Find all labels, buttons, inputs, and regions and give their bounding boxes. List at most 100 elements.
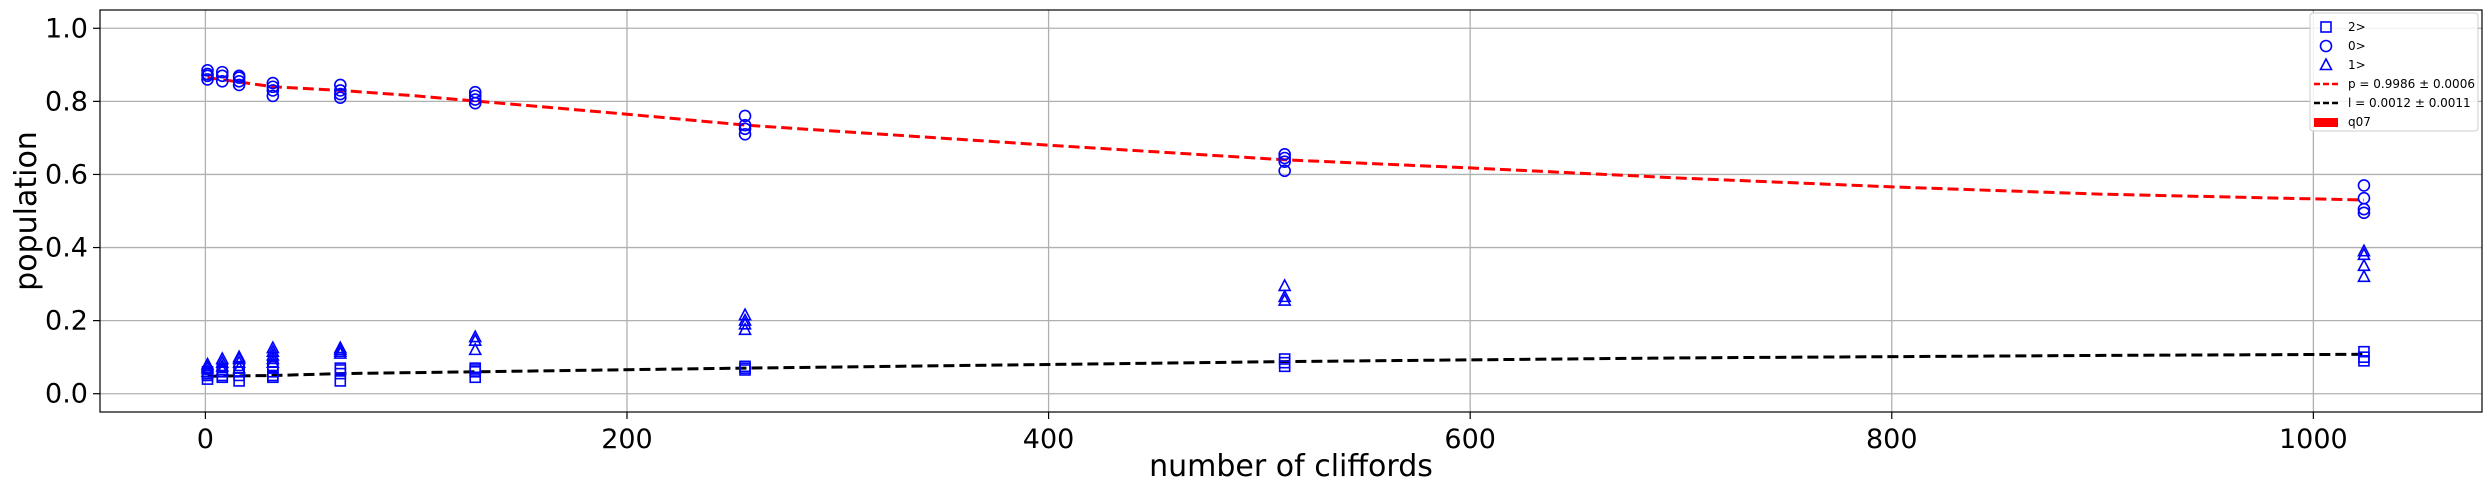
data-point-circle xyxy=(215,74,229,88)
data-point-circle xyxy=(738,109,752,123)
data-point-triangle xyxy=(333,340,348,354)
data-point-triangle xyxy=(468,342,483,356)
legend: 2> 0> 1> p = 0.9986 ± 0.0006 l = 0.0012 ± 0.… xyxy=(2309,12,2479,132)
legend-label: q07 xyxy=(2348,115,2371,129)
x-tick-label: 800 xyxy=(1866,424,1918,455)
plot-frame xyxy=(99,9,2483,413)
data-point-circle xyxy=(266,76,280,90)
y-axis-label: population xyxy=(9,131,44,291)
data-point-triangle xyxy=(215,351,230,365)
legend-box xyxy=(2309,12,2479,132)
data-point-circle xyxy=(468,89,482,103)
data-point-circle xyxy=(334,78,347,92)
x-tick-label: 200 xyxy=(601,424,653,455)
data-point-circle xyxy=(201,67,214,81)
data-point-triangle xyxy=(266,343,280,358)
data-point-triangle xyxy=(468,329,483,343)
data-point-triangle xyxy=(266,354,280,368)
data-point-circle xyxy=(232,74,246,88)
data-point-triangle xyxy=(232,349,246,363)
data-point-square xyxy=(2358,345,2370,358)
x-tick-label: 600 xyxy=(1444,424,1496,455)
data-point-triangle xyxy=(2357,258,2371,272)
data-point-circle xyxy=(215,65,229,79)
y-tick-label: 1.0 xyxy=(45,13,88,44)
legend-marker-triangle xyxy=(2319,57,2333,71)
data-point-triangle xyxy=(1277,278,1292,292)
data-point-circle xyxy=(266,89,280,103)
data-point-circle xyxy=(468,93,482,106)
data-point-triangle xyxy=(266,340,280,354)
y-tick-label: 0.2 xyxy=(45,306,88,337)
data-point-circle xyxy=(334,91,347,105)
data-point-triangle xyxy=(2357,269,2371,283)
data-point-square xyxy=(334,375,347,387)
data-point-triangle xyxy=(738,316,752,330)
data-point-circle xyxy=(334,84,347,97)
data-point-triangle xyxy=(2357,247,2371,261)
legend-label: 0> xyxy=(2348,39,2366,53)
axis-ticks: 0 200 400 600 800 1000 0.0 0.2 0.4 0.6 0.8 1.0 xyxy=(45,13,2348,455)
data-point-circle xyxy=(232,78,246,92)
legend-patch xyxy=(2314,118,2338,127)
legend-label: l = 0.0012 ± 0.0011 xyxy=(2348,96,2471,110)
fit-line-0 xyxy=(207,76,2365,202)
data-point-circle xyxy=(738,118,752,132)
data-point-circle xyxy=(738,122,752,136)
data-point-triangle xyxy=(266,347,280,361)
grid xyxy=(100,10,2482,412)
data-point-triangle xyxy=(1277,289,1292,303)
legend-marker-circle xyxy=(2319,39,2333,53)
data-point-circle xyxy=(1278,148,1291,161)
y-tick-label: 0.0 xyxy=(45,379,88,410)
data-point-circle xyxy=(266,84,280,97)
data-point-circle xyxy=(266,80,280,94)
data-point-square xyxy=(739,360,751,373)
legend-label: 2> xyxy=(2348,20,2366,34)
data-point-square xyxy=(334,362,347,374)
data-point-triangle xyxy=(468,333,483,347)
data-point-triangle xyxy=(266,351,280,365)
data-point-triangle xyxy=(333,343,348,358)
data-point-circle xyxy=(468,85,482,99)
data-point-circle xyxy=(1278,155,1291,168)
data-point-circle xyxy=(232,69,246,83)
x-tick-label: 1000 xyxy=(2279,424,2348,455)
data-point-triangle xyxy=(232,351,246,365)
x-tick-label: 0 xyxy=(197,424,214,455)
x-tick-label: 400 xyxy=(1023,424,1075,455)
data-point-triangle xyxy=(738,307,752,321)
data-point-circle xyxy=(334,87,347,101)
x-axis-label: number of cliffords xyxy=(1149,449,1433,484)
data-point-triangle xyxy=(215,358,230,372)
data-point-triangle xyxy=(200,358,215,372)
fit-lines xyxy=(207,76,2365,378)
data-point-triangle xyxy=(200,356,215,370)
fit-line-1 xyxy=(207,352,2365,378)
data-point-circle xyxy=(2357,206,2371,220)
data-point-triangle xyxy=(333,342,348,356)
data-point-circle xyxy=(1278,164,1291,178)
data-point-triangle xyxy=(215,354,230,368)
data-point-circle xyxy=(2357,179,2371,192)
data-point-circle xyxy=(201,64,214,77)
data-point-circle xyxy=(215,69,229,83)
data-point-triangle xyxy=(215,362,230,376)
data-points xyxy=(200,64,2371,387)
y-tick-label: 0.4 xyxy=(45,233,88,264)
legend-marker-square xyxy=(2320,21,2332,33)
y-tick-label: 0.6 xyxy=(45,159,88,190)
data-point-square xyxy=(1278,353,1291,365)
data-point-circle xyxy=(2357,191,2371,205)
data-point-triangle xyxy=(2357,243,2371,257)
data-point-circle xyxy=(738,127,752,141)
data-point-triangle xyxy=(200,360,215,374)
data-point-circle xyxy=(201,73,214,86)
data-point-square xyxy=(469,362,482,374)
data-point-triangle xyxy=(1277,292,1292,306)
legend-label: 1> xyxy=(2348,58,2366,72)
y-tick-label: 0.8 xyxy=(45,86,88,117)
legend-label: p = 0.9986 ± 0.0006 xyxy=(2348,77,2475,91)
data-point-circle xyxy=(1278,151,1291,165)
